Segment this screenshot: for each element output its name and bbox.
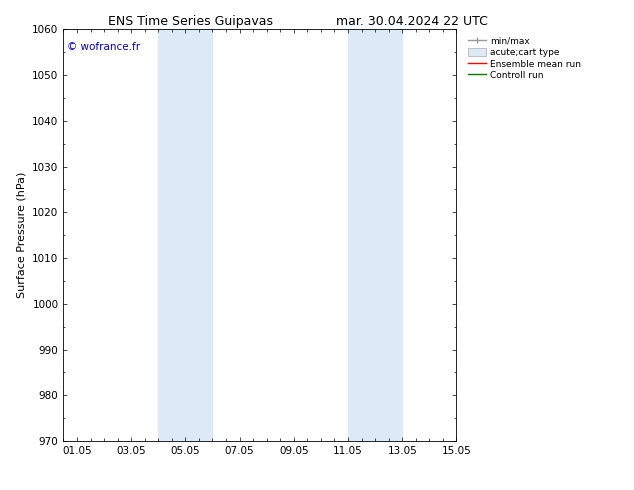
Bar — [158, 29, 185, 441]
Y-axis label: Surface Pressure (hPa): Surface Pressure (hPa) — [16, 172, 27, 298]
Text: © wofrance.fr: © wofrance.fr — [67, 42, 141, 52]
Text: mar. 30.04.2024 22 UTC: mar. 30.04.2024 22 UTC — [336, 15, 488, 28]
Bar — [185, 29, 212, 441]
Bar — [375, 29, 402, 441]
Bar — [348, 29, 375, 441]
Text: ENS Time Series Guipavas: ENS Time Series Guipavas — [108, 15, 273, 28]
Legend: min/max, acute;cart type, Ensemble mean run, Controll run: min/max, acute;cart type, Ensemble mean … — [465, 34, 584, 83]
